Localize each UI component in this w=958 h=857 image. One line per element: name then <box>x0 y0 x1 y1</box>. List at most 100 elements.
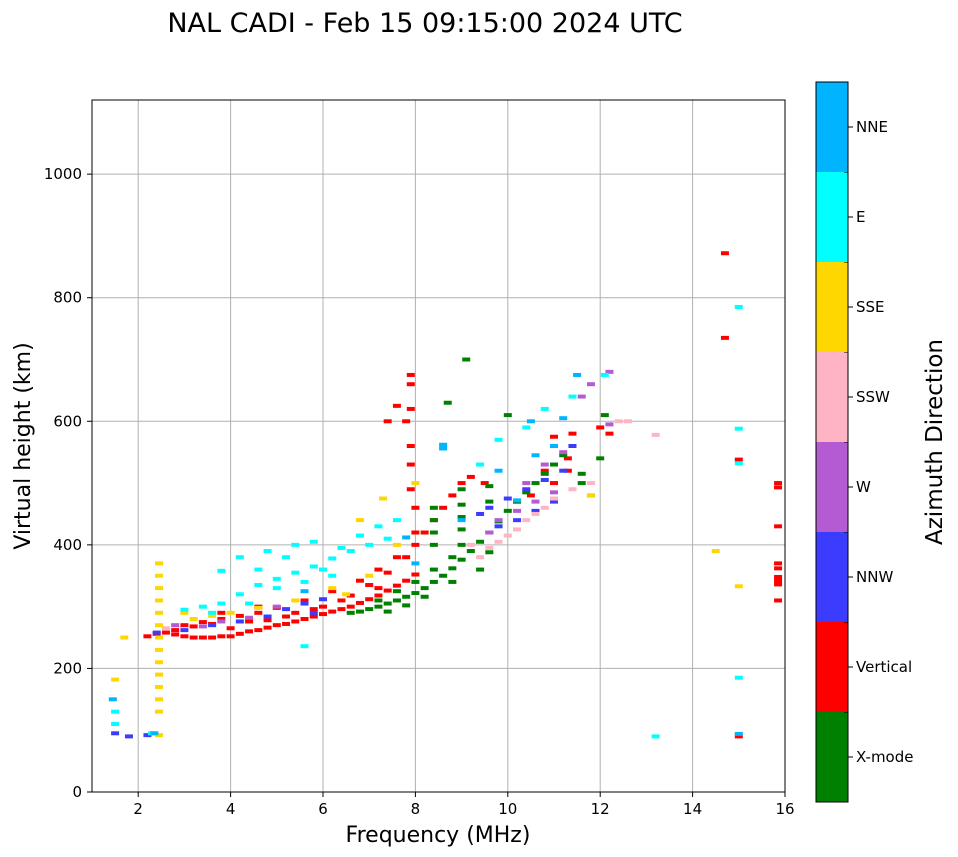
data-point <box>605 422 614 427</box>
colorbar-label: Vertical <box>856 658 912 676</box>
data-point <box>217 568 226 573</box>
data-point <box>355 518 364 523</box>
data-point <box>734 457 743 462</box>
data-point <box>540 477 549 482</box>
data-point <box>586 481 595 486</box>
data-point <box>596 456 605 461</box>
data-point <box>429 579 438 584</box>
data-point <box>171 623 180 628</box>
series-ssw <box>161 419 660 631</box>
data-point <box>291 598 300 603</box>
colorbar-segment <box>816 172 848 262</box>
data-point <box>577 481 586 486</box>
data-point <box>245 601 254 606</box>
data-point <box>457 542 466 547</box>
data-point <box>374 598 383 603</box>
data-point <box>374 593 383 598</box>
data-point <box>420 594 429 599</box>
data-point <box>448 555 457 560</box>
data-point <box>466 542 475 547</box>
data-point <box>522 490 531 495</box>
data-point <box>111 731 120 736</box>
data-point <box>374 567 383 572</box>
x-tick-label: 4 <box>226 800 236 818</box>
data-point <box>263 625 272 630</box>
data-point <box>651 734 660 739</box>
data-point <box>154 684 163 689</box>
data-point <box>180 634 189 639</box>
data-point <box>337 545 346 550</box>
data-point <box>651 432 660 437</box>
data-point <box>392 555 401 560</box>
data-point <box>476 539 485 544</box>
y-tick-label: 0 <box>72 783 82 801</box>
data-point <box>154 635 163 640</box>
data-point <box>300 598 309 603</box>
data-point <box>154 660 163 665</box>
data-point <box>476 462 485 467</box>
data-point <box>124 734 133 739</box>
data-point <box>272 586 281 591</box>
data-point <box>171 632 180 637</box>
data-point <box>217 619 226 624</box>
data-point <box>379 496 388 501</box>
data-point <box>392 589 401 594</box>
y-axis-ticks: 0 200 400 600 800 1000 <box>44 165 92 801</box>
data-point <box>319 597 327 602</box>
data-point <box>568 394 577 399</box>
data-point <box>531 508 540 513</box>
data-point <box>573 372 582 377</box>
data-point <box>596 425 605 430</box>
data-point <box>319 612 327 617</box>
data-point <box>605 369 614 374</box>
data-point <box>550 499 558 504</box>
data-point <box>328 556 337 561</box>
data-point <box>526 493 535 498</box>
data-point <box>300 601 309 606</box>
data-point <box>513 518 522 523</box>
data-point <box>365 597 374 602</box>
data-point <box>208 635 217 640</box>
data-point <box>254 605 263 610</box>
data-point <box>337 607 346 612</box>
data-point <box>154 573 163 578</box>
data-point <box>448 493 457 498</box>
data-point <box>503 496 512 501</box>
data-point <box>485 530 494 535</box>
data-point <box>355 578 364 583</box>
data-point <box>503 508 512 513</box>
colorbar-segment <box>816 352 848 442</box>
data-point <box>282 614 291 619</box>
data-point <box>513 508 522 513</box>
x-tick-label: 8 <box>411 800 421 818</box>
data-point <box>180 628 189 633</box>
data-point <box>420 586 429 591</box>
data-point <box>254 567 263 572</box>
data-point <box>494 524 503 529</box>
data-point <box>513 527 522 532</box>
data-point <box>774 582 783 587</box>
data-point <box>154 647 163 652</box>
data-point <box>392 598 401 603</box>
data-point <box>774 566 783 571</box>
data-point <box>568 431 577 436</box>
data-point <box>309 614 318 619</box>
y-tick-label: 200 <box>53 659 82 677</box>
data-point <box>300 579 309 584</box>
data-point <box>374 524 383 529</box>
data-point <box>605 431 614 436</box>
data-point <box>494 437 503 442</box>
colorbar-label: NNE <box>856 118 888 136</box>
data-point <box>411 572 420 577</box>
data-point <box>235 613 244 618</box>
data-point <box>406 406 415 411</box>
data-point <box>734 734 743 739</box>
data-point <box>226 634 235 639</box>
data-point <box>577 471 586 476</box>
data-point <box>180 610 189 615</box>
data-point <box>300 644 309 649</box>
data-point <box>272 623 281 628</box>
data-point <box>108 697 117 702</box>
data-point <box>448 566 457 571</box>
